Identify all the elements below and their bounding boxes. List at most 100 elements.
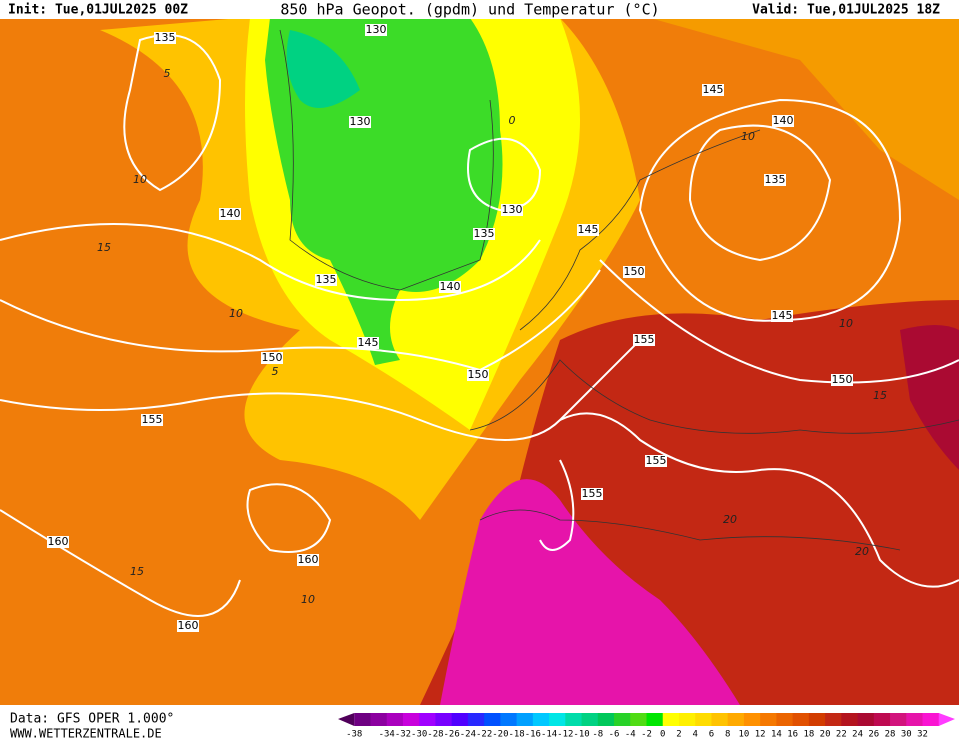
geopotential-label: 145 [578, 223, 599, 236]
geopotential-label-bg [771, 310, 793, 322]
colorbar-label: 8 [725, 730, 730, 740]
geopotential-label-bg [623, 266, 645, 278]
colorbar-label: -8 [592, 730, 603, 740]
colorbar-label: 22 [836, 730, 847, 740]
geopotential-label-bg [47, 536, 69, 548]
colorbar-swatch [825, 713, 842, 726]
temperature-label: 15 [873, 389, 887, 402]
geopotential-label: 135 [316, 273, 337, 286]
geopotential-label: 150 [624, 265, 645, 278]
colorbar-label: -16 [525, 730, 541, 740]
contour-labels: 1351301301301351401351401451501501551551… [47, 23, 887, 632]
colorbar-swatch [662, 713, 680, 726]
geopotential-label: 150 [468, 368, 489, 381]
colorbar-swatch [614, 713, 631, 726]
temperature-label: 5 [164, 67, 171, 80]
geopotential-label-bg [219, 208, 241, 220]
colorbar-swatch [370, 713, 388, 726]
geopotential-label: 140 [773, 114, 794, 127]
colorbar: -38 -34 -32 -30 -28 -26 -24 -22 -20 -18 -16 -14 -12-… [338, 713, 955, 740]
geopotential-label: 145 [772, 309, 793, 322]
geopotential-label: 160 [48, 535, 69, 548]
colorbar-swatch [776, 713, 794, 726]
temperature-label: 15 [97, 241, 111, 254]
geopotential-label: 130 [350, 115, 371, 128]
geopotential-label-bg [261, 352, 283, 364]
warm-field [0, 18, 959, 200]
temperature-label: 20 [723, 513, 737, 526]
geopotential-label: 130 [502, 203, 523, 216]
geopotential-label-bg [772, 115, 794, 127]
geopotential-label: 135 [474, 227, 495, 240]
colorbar-swatch [435, 713, 453, 726]
geopotential-label-bg [467, 369, 489, 381]
colorbar-swatch [646, 713, 664, 726]
field-magenta [440, 479, 740, 705]
temperature-label: 0 [509, 114, 516, 127]
colorbar-label: 24 [852, 730, 863, 740]
colorbar-swatch [451, 713, 469, 726]
geopotential-label-bg [349, 116, 371, 128]
colorbar-label: -6 [609, 730, 620, 740]
colorbar-label: 20 [820, 730, 831, 740]
colorbar-swatch [857, 713, 875, 726]
geopotential-label: 145 [358, 336, 379, 349]
colorbar-swatch [743, 713, 761, 726]
colorbar-swatch [597, 713, 615, 726]
colorbar-label: 28 [885, 730, 896, 740]
field-cold [286, 30, 360, 108]
geopotential-label-bg [365, 24, 387, 36]
colorbar-label: -38 [346, 730, 362, 740]
colorbar-label: 0 [660, 730, 665, 740]
temperature-label: 15 [130, 565, 144, 578]
geopotential-label: 130 [366, 23, 387, 36]
valid-label: Valid: Tue,01JUL2025 18Z [752, 3, 940, 18]
geopotential-label: 155 [646, 454, 667, 467]
colorbar-label: -20 [492, 730, 508, 740]
colorbar-swatch [419, 713, 436, 726]
colorbar-swatch [500, 713, 518, 726]
geopotential-label-bg [831, 374, 853, 386]
colorbar-swatch [792, 713, 810, 726]
temperature-label: 10 [839, 317, 853, 330]
geopotential-label: 140 [220, 207, 241, 220]
colorbar-swatch [760, 713, 777, 726]
colorbar-label: -32 [395, 730, 411, 740]
geopotential-label-bg [702, 84, 724, 96]
geopotential-label-bg [473, 228, 495, 240]
colorbar-label: 18 [803, 730, 814, 740]
geopotential-label: 140 [440, 280, 461, 293]
colorbar-label: -34 [379, 730, 395, 740]
temperature-label: 10 [133, 173, 147, 186]
colorbar-label: -26 [444, 730, 460, 740]
colorbar-label: 26 [868, 730, 879, 740]
geopotential-label: 160 [298, 553, 319, 566]
colorbar-swatch [841, 713, 859, 726]
geopotential-label-bg [764, 174, 786, 186]
geopotential-label-bg [645, 455, 667, 467]
colorbar-swatch [695, 713, 712, 726]
temperature-label: 10 [301, 593, 315, 606]
colorbar-label: 4 [692, 730, 697, 740]
init-label: Init: Tue,01JUL2025 00Z [8, 3, 188, 18]
temperature-label: 20 [855, 545, 869, 558]
colorbar-label: -18 [508, 730, 524, 740]
colorbar-swatch [873, 713, 891, 726]
geopotential-label: 135 [765, 173, 786, 186]
geopotential-label-bg [577, 224, 599, 236]
colorbar-swatch [386, 713, 404, 726]
colorbar-label: -28 [427, 730, 443, 740]
geopotential-label: 160 [178, 619, 199, 632]
colorbar-label: 30 [901, 730, 912, 740]
colorbar-swatch [808, 713, 826, 726]
geopotential-label: 155 [142, 413, 163, 426]
colorbar-label: -12 [557, 730, 573, 740]
colorbar-swatch [727, 713, 745, 726]
colorbar-swatch [467, 713, 485, 726]
coastlines [279, 29, 959, 551]
colorbar-swatch [630, 713, 647, 726]
geopotential-label-bg [297, 554, 319, 566]
field-dark-red [900, 325, 959, 470]
